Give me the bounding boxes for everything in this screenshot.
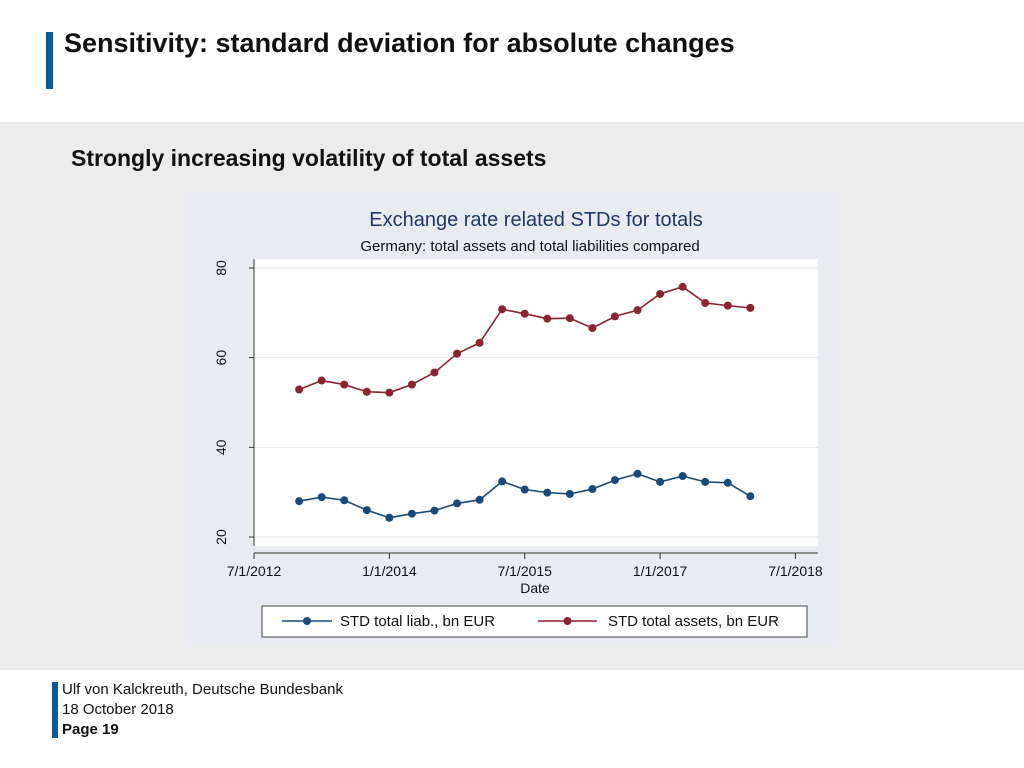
data-point-assets: [340, 380, 349, 389]
data-point-assets: [565, 314, 574, 323]
data-point-assets: [701, 298, 710, 307]
data-point-assets: [633, 306, 642, 315]
data-point-assets: [746, 303, 755, 312]
data-point-liab: [340, 496, 349, 505]
title-accent-bar: [46, 32, 53, 89]
legend-label-assets: STD total assets, bn EUR: [608, 613, 779, 630]
page-title: Sensitivity: standard deviation for abso…: [64, 28, 735, 58]
footer-accent-bar: [52, 682, 58, 738]
footer-author: Ulf von Kalckreuth, Deutsche Bundesbank: [62, 681, 343, 698]
x-tick-label: 7/1/2012: [227, 563, 282, 579]
data-point-liab: [610, 476, 619, 485]
y-tick-label: 80: [213, 260, 229, 276]
y-tick-label: 40: [213, 439, 229, 455]
data-point-liab: [656, 477, 665, 486]
data-point-assets: [520, 309, 529, 318]
x-tick-label: 1/1/2014: [362, 563, 417, 579]
data-point-liab: [565, 489, 574, 498]
x-tick-label: 1/1/2017: [633, 563, 688, 579]
legend-marker-liab: [303, 617, 311, 625]
data-point-liab: [678, 472, 687, 481]
x-tick-label: 7/1/2015: [497, 563, 552, 579]
data-point-liab: [701, 477, 710, 486]
footer: Ulf von Kalckreuth, Deutsche Bundesbank …: [62, 680, 343, 740]
data-point-assets: [723, 301, 732, 310]
data-point-liab: [453, 499, 462, 508]
page-number: Page 19: [62, 721, 119, 738]
line-chart: Exchange rate related STDs for totals Ge…: [186, 192, 838, 646]
legend-marker-assets: [563, 617, 572, 625]
legend-label-liab: STD total liab., bn EUR: [340, 613, 495, 630]
data-point-liab: [430, 506, 439, 515]
data-point-assets: [453, 349, 462, 358]
data-point-assets: [498, 305, 507, 314]
x-tick-label: 7/1/2018: [768, 563, 823, 579]
data-point-assets: [678, 282, 687, 291]
slide-subtitle: Strongly increasing volatility of total …: [71, 145, 547, 171]
data-point-assets: [317, 376, 326, 385]
data-point-liab: [520, 485, 529, 494]
chart-title: Exchange rate related STDs for totals: [369, 209, 703, 231]
data-point-liab: [746, 492, 755, 501]
chart-subtitle: Germany: total assets and total liabilit…: [360, 238, 699, 255]
y-tick-label: 60: [213, 350, 229, 366]
data-point-liab: [362, 506, 371, 515]
footer-date: 18 October 2018: [62, 701, 174, 718]
x-axis-label: Date: [520, 580, 550, 596]
plot-area: [254, 259, 818, 546]
data-point-assets: [610, 312, 619, 321]
legend-box: [261, 605, 808, 638]
data-point-liab: [723, 478, 732, 487]
data-point-liab: [475, 495, 484, 504]
data-point-liab: [317, 493, 326, 502]
data-point-liab: [385, 513, 394, 522]
data-point-assets: [656, 289, 665, 298]
data-point-liab: [295, 497, 304, 506]
y-tick-label: 20: [213, 529, 229, 545]
data-point-assets: [385, 388, 394, 397]
data-point-assets: [430, 368, 439, 377]
data-point-assets: [362, 387, 371, 396]
data-point-assets: [588, 324, 597, 333]
data-point-assets: [543, 314, 552, 323]
data-point-liab: [407, 509, 416, 518]
data-point-liab: [543, 488, 552, 497]
data-point-liab: [588, 485, 597, 494]
data-point-liab: [498, 477, 507, 486]
data-point-assets: [295, 385, 304, 394]
data-point-assets: [407, 380, 416, 389]
data-point-assets: [475, 338, 484, 347]
data-point-liab: [633, 469, 642, 478]
